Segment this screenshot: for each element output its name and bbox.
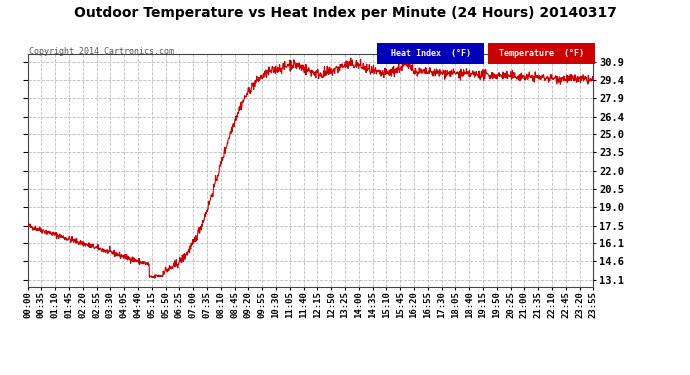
Text: Outdoor Temperature vs Heat Index per Minute (24 Hours) 20140317: Outdoor Temperature vs Heat Index per Mi… <box>74 6 616 20</box>
Text: Heat Index  (°F): Heat Index (°F) <box>391 49 471 58</box>
Text: Copyright 2014 Cartronics.com: Copyright 2014 Cartronics.com <box>29 47 174 56</box>
Text: Temperature  (°F): Temperature (°F) <box>499 49 584 58</box>
